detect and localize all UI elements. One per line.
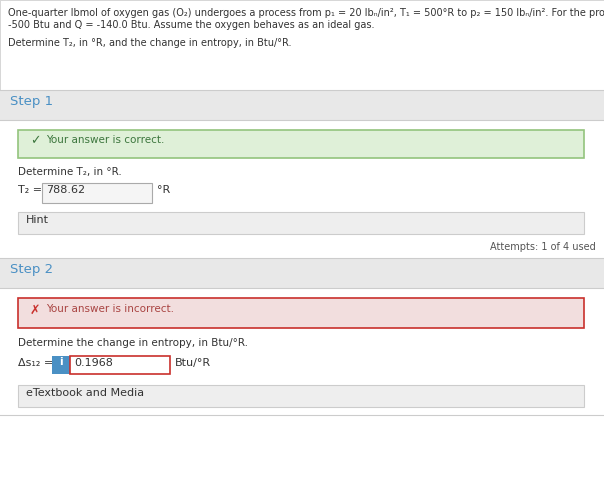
Text: ✓: ✓ [30,134,40,147]
Text: T₂ =: T₂ = [18,185,42,195]
FancyBboxPatch shape [18,130,584,158]
Text: Step 1: Step 1 [10,95,53,108]
Text: i: i [59,357,63,367]
Text: ✗: ✗ [30,304,40,317]
Text: 0.1968: 0.1968 [74,358,113,368]
Text: Step 2: Step 2 [10,263,53,276]
FancyBboxPatch shape [0,258,604,288]
FancyBboxPatch shape [18,212,584,234]
Text: eTextbook and Media: eTextbook and Media [26,388,144,398]
FancyBboxPatch shape [0,288,604,504]
Text: Your answer is correct.: Your answer is correct. [46,135,164,145]
Text: Determine the change in entropy, in Btu/°R.: Determine the change in entropy, in Btu/… [18,338,248,348]
FancyBboxPatch shape [18,385,584,407]
FancyBboxPatch shape [52,356,70,374]
Text: Determine T₂, in °R.: Determine T₂, in °R. [18,167,122,177]
Text: Btu/°R: Btu/°R [175,358,211,368]
Text: Attempts: 1 of 4 used: Attempts: 1 of 4 used [490,242,596,252]
FancyBboxPatch shape [70,356,170,374]
Text: °R: °R [157,185,170,195]
FancyBboxPatch shape [42,183,152,203]
Text: -500 Btu and Q = -140.0 Btu. Assume the oxygen behaves as an ideal gas.: -500 Btu and Q = -140.0 Btu. Assume the … [8,20,374,30]
FancyBboxPatch shape [0,120,604,288]
Text: One-quarter lbmol of oxygen gas (O₂) undergoes a process from p₁ = 20 lbₙ/in², T: One-quarter lbmol of oxygen gas (O₂) und… [8,8,604,18]
FancyBboxPatch shape [18,298,584,328]
FancyBboxPatch shape [0,90,604,120]
Text: Determine T₂, in °R, and the change in entropy, in Btu/°R.: Determine T₂, in °R, and the change in e… [8,38,292,48]
Text: Δs₁₂ =: Δs₁₂ = [18,358,53,368]
Text: Hint: Hint [26,215,49,225]
Text: Your answer is incorrect.: Your answer is incorrect. [46,304,174,314]
FancyBboxPatch shape [0,0,604,90]
Text: 788.62: 788.62 [46,185,85,195]
